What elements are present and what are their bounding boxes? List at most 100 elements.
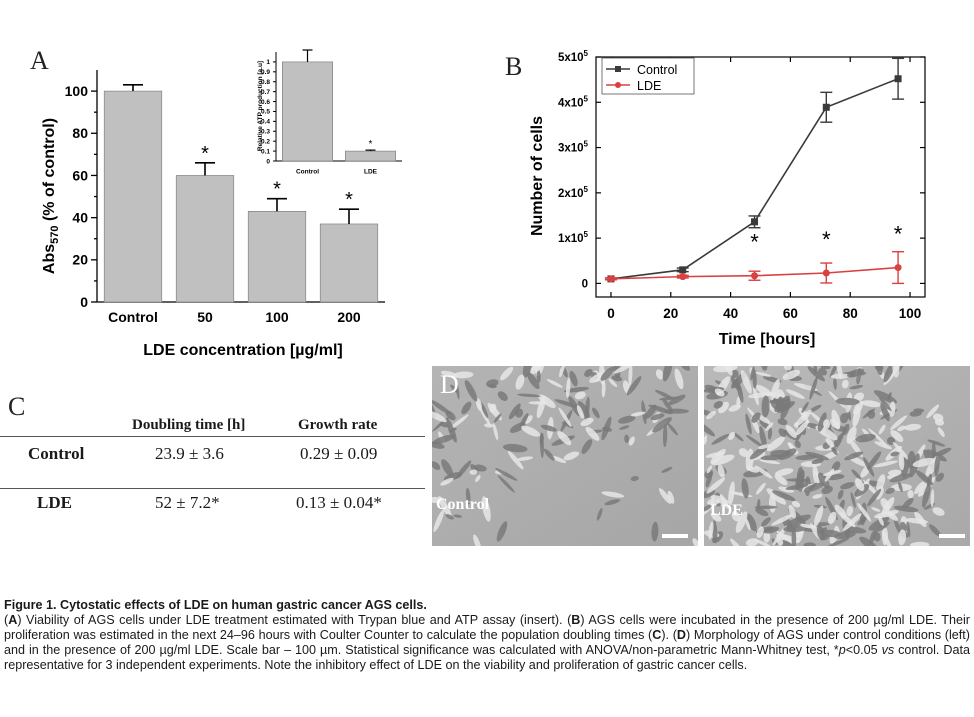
cell-shape [717, 464, 725, 478]
cell-shape [515, 374, 525, 390]
cell-shape [892, 366, 900, 378]
cell-shape [540, 424, 557, 432]
cell-shape [775, 468, 794, 476]
panel-c-letter: C [8, 392, 26, 421]
cell-shape [626, 376, 642, 396]
cell-shape [600, 366, 615, 381]
cell-shape [445, 514, 454, 520]
cell-shape [928, 524, 941, 537]
lde-significance-2: * [750, 230, 759, 255]
cell-shape [558, 407, 572, 427]
cell-shape [912, 457, 936, 468]
cell-shape [841, 379, 849, 389]
cell-shape [453, 371, 474, 379]
cell-shape [850, 492, 856, 509]
cell-shape [785, 425, 797, 438]
cell-shape [813, 505, 824, 527]
lde-doubling: 52 ± 7.2* [155, 493, 220, 512]
cell-shape [554, 399, 579, 408]
cell-shape [539, 432, 544, 459]
cell-shape [853, 400, 864, 415]
cell-shape [745, 518, 751, 531]
cell-shape [855, 433, 876, 443]
cell-shape [706, 410, 716, 420]
cell-shape [827, 511, 837, 525]
cell-shape [519, 412, 529, 429]
cell-shape [563, 451, 580, 461]
cell-shape [898, 452, 905, 471]
cell-shape [730, 538, 744, 546]
cell-shape [584, 369, 593, 377]
cell-shape [655, 389, 674, 400]
cell-shape [765, 422, 774, 431]
cell-shape [764, 526, 780, 534]
cell-shape [892, 441, 910, 461]
viability-ytick-label-1: 20 [72, 252, 88, 268]
cell-shape [803, 482, 825, 493]
cell-shape [495, 468, 518, 481]
cell-shape [780, 398, 791, 420]
lde-point-3 [822, 269, 830, 277]
cell-shape [745, 538, 759, 546]
atp-inset-ytick-label-0: 0 [266, 158, 270, 165]
viability-significance-3: * [345, 189, 353, 211]
cell-shape [740, 370, 752, 394]
panel-a-ylabel: Abs570 (% of control) [41, 118, 61, 274]
cell-shape [543, 448, 555, 461]
cell-shape [851, 469, 862, 480]
cell-shape [745, 434, 764, 448]
cell-shape [630, 411, 646, 417]
viability-bar-0 [103, 90, 163, 303]
cell-shape [497, 475, 515, 493]
cell-shape [857, 502, 872, 522]
cell-shape [791, 526, 797, 546]
cell-shape [880, 402, 890, 422]
cell-shape [527, 372, 540, 390]
cell-shape [824, 468, 835, 482]
cell-shape [766, 488, 787, 505]
cell-shape [432, 434, 456, 445]
cell-shape [746, 513, 757, 532]
cell-shape [791, 501, 801, 508]
cell-shape [453, 514, 462, 518]
cell-shape [830, 373, 851, 379]
cell-shape [628, 436, 635, 446]
cell-shape [861, 400, 881, 408]
cell-shape [829, 366, 842, 378]
cell-shape [711, 433, 730, 445]
cell-shape [507, 450, 524, 470]
cell-shape [550, 455, 567, 464]
line-ytick-label-0: 0 [582, 278, 588, 290]
cell-shape [730, 377, 740, 391]
cell-shape [778, 428, 787, 437]
legend-control-label: Control [637, 63, 677, 77]
lde-point-2 [751, 272, 759, 280]
viability-xtick-label-0: Control [108, 309, 158, 325]
cell-shape [867, 451, 882, 470]
cell-shape [776, 537, 784, 546]
cell-shape [855, 478, 865, 492]
cell-shape [868, 428, 887, 446]
cell-shape [930, 489, 935, 507]
cell-shape [868, 517, 890, 531]
cell-shape [538, 394, 556, 409]
proliferation-line-chart: 0 20 40 60 80 100 0 1x105 2x105 3x105 4x105 5x105 * *… [529, 49, 926, 348]
cell-shape [812, 464, 820, 487]
cell-shape [692, 538, 698, 546]
lde-growth: 0.13 ± 0.04* [296, 493, 382, 512]
lde-point-0 [607, 275, 615, 283]
cell-shape [484, 423, 494, 428]
atp-inset-ytick-label-3: 0.3 [261, 129, 270, 136]
cell-shape [900, 521, 908, 532]
cell-shape [902, 497, 914, 509]
cell-shape [618, 415, 636, 424]
cell-shape [893, 518, 902, 535]
cell-shape [604, 499, 621, 506]
atp-inset-ytick-label-6: 0.6 [261, 99, 270, 106]
caption-title: Figure 1. Cytostatic effects of LDE on h… [4, 598, 427, 612]
cell-shape [754, 465, 773, 479]
lde-significance-4: * [894, 221, 903, 246]
cell-shape [502, 443, 528, 453]
control-point-4 [894, 75, 902, 83]
cell-shape [449, 427, 457, 433]
